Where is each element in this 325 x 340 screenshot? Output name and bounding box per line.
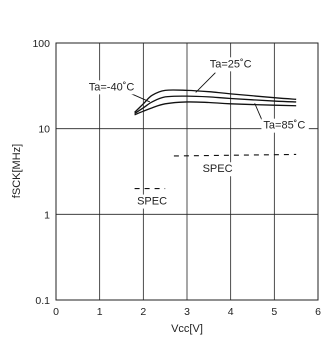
x-axis-title: Vcc[V] — [171, 323, 203, 335]
series-line-ta-25-c — [134, 95, 297, 115]
annotation-background — [203, 162, 232, 177]
y-tick-label: 10 — [38, 124, 50, 136]
series-lines — [134, 89, 297, 190]
annotations: Ta=-40˚C Ta=25˚C Ta=85˚C SPEC SPEC — [86, 57, 309, 209]
series-line-ta-85-c — [134, 101, 297, 116]
annotation-label: SPEC — [137, 196, 167, 208]
x-tick-label: 0 — [53, 306, 59, 318]
y-tick-label: 100 — [32, 38, 50, 50]
x-tick-label: 4 — [228, 306, 234, 318]
x-tick-label: 1 — [97, 306, 103, 318]
plot-frame — [55, 42, 319, 301]
annotation-background — [261, 118, 309, 133]
series-line-ta-40-c — [134, 89, 297, 113]
annotation-label: Ta=85˚C — [263, 120, 305, 132]
x-tick-label: 5 — [271, 306, 277, 318]
x-tick-label: 3 — [184, 306, 190, 318]
y-axis-title: fSCK[MHz] — [11, 144, 23, 198]
series-line-spec-high — [173, 153, 297, 157]
annotation-label: Ta=25˚C — [210, 58, 252, 70]
annotation-label: SPEC — [203, 163, 233, 175]
annotation-leader-line — [195, 72, 216, 93]
annotation-background — [86, 80, 141, 95]
x-tick-label: 6 — [315, 306, 321, 318]
y-tick-label: 0.1 — [35, 295, 50, 307]
annotation-background — [137, 194, 167, 209]
y-tick-label: 1 — [44, 209, 50, 221]
annotation-background — [206, 57, 255, 72]
x-tick-label: 2 — [140, 306, 146, 318]
annotation-label: Ta=-40˚C — [89, 81, 135, 93]
tick-labels: 0 1 2 3 4 5 6 100 10 1 0.1 — [32, 38, 321, 318]
